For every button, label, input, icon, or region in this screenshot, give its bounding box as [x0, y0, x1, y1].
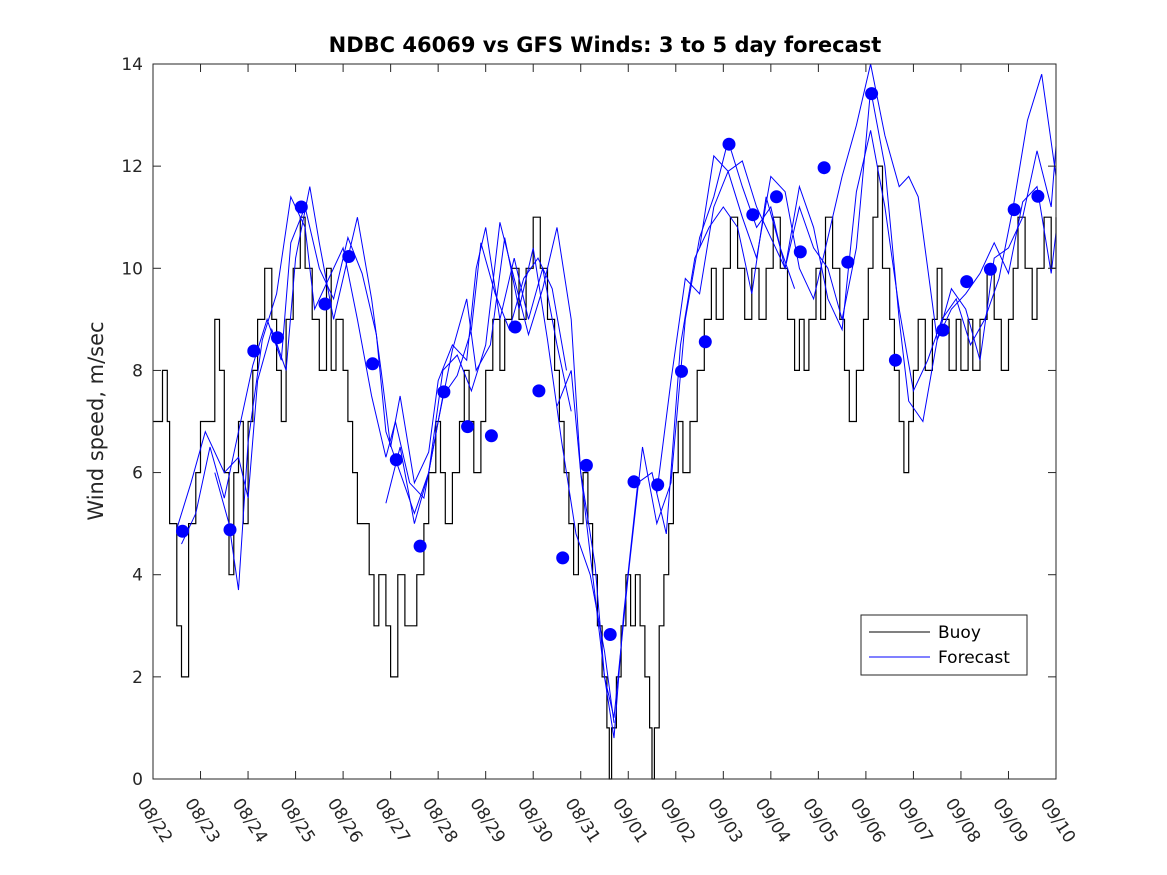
- forecast-marker: [318, 297, 332, 311]
- legend: Buoy Forecast: [860, 614, 1028, 676]
- forecast-marker: [271, 331, 284, 345]
- forecast-line-4: [556, 89, 1057, 718]
- forecast-line-1: [181, 205, 567, 545]
- forecast-marker: [698, 335, 712, 349]
- forecast-marker: [651, 478, 665, 492]
- forecast-marker: [366, 357, 380, 371]
- forecast-marker: [817, 161, 831, 175]
- y-tick-labels: 0 2 4 6 8 10 12 14: [121, 55, 143, 790]
- forecast-marker: [484, 429, 498, 443]
- forecast-marker: [532, 384, 546, 398]
- forecast-marker: [556, 551, 570, 565]
- legend-buoy-label: Buoy: [938, 623, 981, 643]
- forecast-series: [176, 63, 1057, 739]
- forecast-marker: [722, 137, 736, 151]
- forecast-marker: [675, 364, 688, 378]
- forecast-marker: [389, 453, 403, 467]
- forecast-marker: [247, 344, 261, 358]
- axes-box: [152, 63, 1057, 780]
- forecast-marker: [294, 200, 308, 214]
- forecast-marker: [627, 475, 641, 489]
- forecast-line-3: [385, 196, 796, 739]
- y-tick-label: 8: [132, 361, 143, 381]
- forecast-marker: [865, 87, 879, 101]
- forecast-line-6: [699, 63, 1057, 342]
- forecast-marker: [746, 208, 760, 222]
- forecast-markers: [176, 87, 1045, 641]
- forecast-marker: [983, 262, 997, 276]
- y-tick-label: 10: [121, 259, 143, 279]
- y-tick-label: 12: [121, 157, 143, 177]
- forecast-marker: [793, 245, 807, 259]
- y-tick-label: 2: [132, 668, 143, 688]
- forecast-line-5: [656, 74, 1057, 494]
- y-axis-label: Wind speed, m/sec: [84, 321, 108, 520]
- forecast-marker: [223, 523, 237, 537]
- buoy-line: [153, 165, 1057, 780]
- legend-forecast-label: Forecast: [938, 648, 1010, 668]
- forecast-marker: [508, 320, 522, 334]
- forecast-marker: [342, 250, 356, 263]
- forecast-marker: [1007, 203, 1021, 217]
- y-tick-label: 14: [121, 55, 143, 75]
- forecast-marker: [1031, 189, 1045, 203]
- forecast-marker: [603, 628, 617, 641]
- forecast-line-2: [214, 195, 615, 723]
- forecast-marker: [841, 255, 855, 269]
- forecast-marker: [437, 385, 451, 399]
- chart-title: NDBC 46069 vs GFS Winds: 3 to 5 day fore…: [329, 33, 882, 57]
- forecast-marker: [960, 275, 974, 289]
- axis-ticks: [152, 63, 1057, 780]
- buoy-series: [153, 165, 1057, 780]
- y-tick-label: 4: [132, 566, 143, 586]
- legend-box: [860, 614, 1028, 676]
- forecast-marker: [888, 353, 902, 367]
- forecast-marker: [461, 420, 475, 434]
- forecast-marker: [176, 524, 189, 538]
- forecast-marker: [770, 190, 783, 204]
- forecast-marker: [413, 539, 427, 553]
- forecast-marker: [579, 458, 593, 472]
- y-tick-label: 6: [132, 464, 143, 484]
- y-tick-label: 0: [132, 770, 143, 790]
- forecast-marker: [936, 323, 950, 337]
